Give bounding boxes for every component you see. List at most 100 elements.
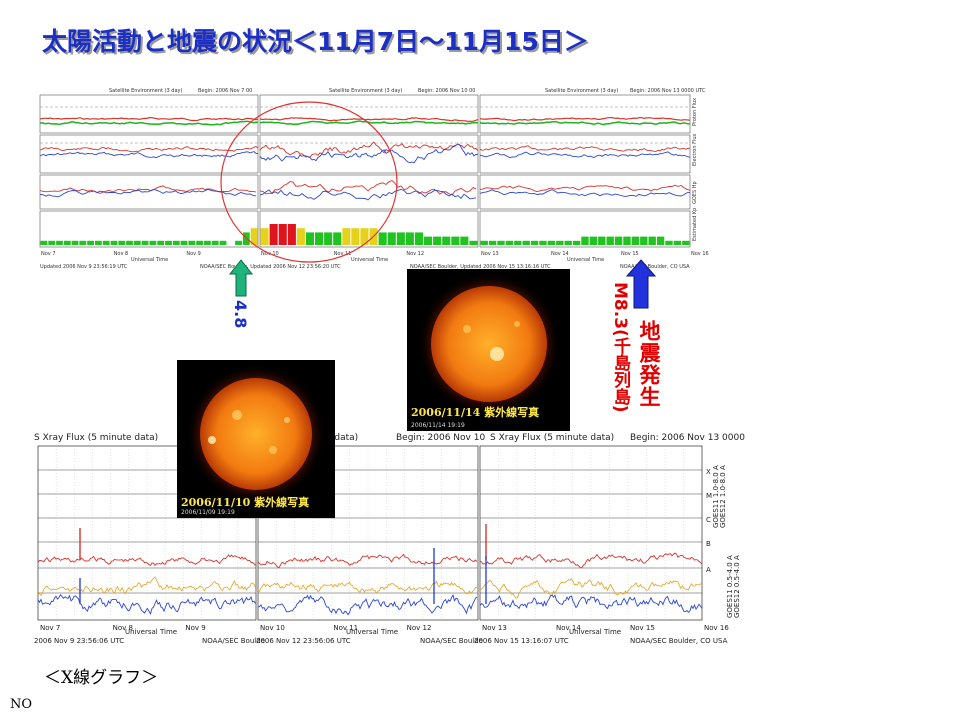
blue-arrow-icon [625, 259, 657, 309]
xray-begin-label: Begin: 2006 Nov 10 [396, 433, 485, 443]
kp-bar [133, 240, 141, 245]
electron-flux-line [259, 141, 479, 158]
xray-panel-title: S Xray Flux (5 minute data) [490, 433, 614, 443]
kp-bar [530, 240, 539, 245]
updated-label: 2006 Nov 12 23:56:06 UTC [256, 637, 351, 645]
xray-short-line [37, 594, 256, 615]
x-tick-label: Nov 9 [185, 624, 205, 632]
x-tick-label: Nov 13 [481, 251, 499, 257]
kp-bar [211, 240, 219, 245]
kp-bar [673, 240, 682, 245]
kp-bar [488, 240, 497, 245]
x-tick-label: Nov 8 [114, 251, 129, 257]
electron-flux-line [479, 145, 691, 152]
kp-bar [581, 236, 589, 245]
kp-bar [614, 236, 623, 245]
updated-label: NOAA/SEC Boulde [420, 637, 483, 645]
panel-title: Satellite Environment (3 day) [109, 88, 183, 94]
kp-bar [640, 236, 648, 245]
photo-caption: 2006/11/10 紫外線写真 [181, 496, 310, 509]
kp-bar [414, 232, 423, 245]
plot-frame [479, 174, 691, 210]
updated-label: NOAA/SEC Boulder, CO USA [620, 264, 690, 270]
kp-bar [497, 240, 505, 245]
x-axis-label: Universal Time [569, 628, 621, 636]
kp-bar [360, 228, 369, 245]
flare-class-label: C [706, 516, 711, 524]
kp-bar [269, 224, 278, 245]
kp-bar [180, 240, 188, 245]
electron-flux-line [39, 145, 259, 153]
photo-date: 2006/11/14 19:19 [411, 422, 465, 429]
updated-label: NOAA/SEC Boulde [202, 637, 265, 645]
hp-line [259, 179, 477, 196]
begin-label: Begin: 2006 Nov 13 0000 UTC [630, 88, 706, 94]
kp-bar [598, 236, 606, 245]
x-tick-label: Nov 7 [40, 624, 60, 632]
hp-line [39, 185, 257, 194]
xray-long-line [257, 553, 478, 569]
kp-bar [333, 232, 342, 245]
hp-line [259, 189, 477, 201]
plot-frame [39, 174, 259, 210]
legend-entry: GOES11 0.5-4.0 A [726, 555, 734, 618]
kp-bar [235, 240, 242, 245]
x-axis-label: Universal Time [351, 257, 388, 263]
footer-text: NO [10, 697, 33, 712]
flare-class-label: B [706, 540, 711, 548]
x-tick-label: Nov 15 [621, 251, 639, 257]
kp-bar [469, 240, 478, 245]
xray-short-line [37, 576, 256, 596]
x-tick-label: Nov 16 [704, 624, 729, 632]
begin-label: Begin: 2006 Nov 10 00 [418, 88, 476, 94]
photo-date: 2006/11/09 19:19 [181, 509, 235, 516]
kp-bar [451, 236, 460, 245]
kp-bar [48, 240, 56, 245]
proton-flux-line [259, 117, 479, 122]
panel-title: Satellite Environment (3 day) [545, 88, 619, 94]
plot-frame [479, 94, 691, 134]
kp-bar [126, 240, 133, 245]
x-axis-label: Universal Time [567, 257, 604, 263]
kp-bar [522, 240, 530, 245]
kp-bar [460, 236, 469, 245]
kp-bar [656, 236, 665, 245]
xray-graph-label: ＜X線グラフ＞ [44, 668, 159, 688]
legend-entry: GOES12 1.0-8.0 A [719, 465, 727, 528]
kp-bar [102, 240, 110, 245]
sun-image [417, 272, 561, 416]
kp-bar [433, 236, 442, 245]
x-tick-label: Nov 16 [691, 251, 709, 257]
kp-bar [564, 240, 572, 245]
kp-bar [278, 224, 287, 245]
xray-short-line [257, 593, 478, 616]
xray-flux-svg: S Xray Flux (5 minute data) e data) Begin:… [34, 433, 766, 645]
kp-bar [424, 236, 433, 245]
plot-frame [39, 94, 259, 134]
sun-photo-nov10: 2006/11/10 紫外線写真 2006/11/09 19:19 [177, 360, 335, 518]
flare-class-label: X [706, 468, 711, 476]
y-axis-label: Estimated Kp [692, 208, 698, 241]
proton-flux-line [479, 120, 691, 126]
xray-flux-chart: S Xray Flux (5 minute data) e data) Begin:… [30, 428, 766, 648]
kp-bar [196, 240, 203, 245]
kp-bar [606, 236, 614, 245]
xray-long-line [479, 552, 703, 569]
legend-entry: GOES11 1.0-8.0 A [712, 465, 720, 528]
kp-bar [405, 232, 414, 245]
kp-bar [547, 240, 556, 245]
kp-bar [396, 232, 405, 245]
flare-class-label: A [706, 566, 711, 574]
hp-line [479, 189, 691, 197]
x-tick-label: Nov 12 [406, 251, 424, 257]
photo-caption: 2006/11/14 紫外線写真 [411, 406, 540, 419]
x-tick-label: Nov 9 [186, 251, 201, 257]
xray-short-line [479, 578, 703, 599]
kp-bar [95, 240, 102, 245]
kp-value-label: 4.8 [231, 300, 250, 329]
kp-bar [665, 240, 673, 245]
kp-bar [149, 240, 157, 245]
xray-begin-label: Begin: 2006 Nov 13 0000 UTC [630, 433, 745, 443]
xray-panel-title: e data) [326, 433, 358, 443]
electron-flux-line [39, 151, 259, 159]
